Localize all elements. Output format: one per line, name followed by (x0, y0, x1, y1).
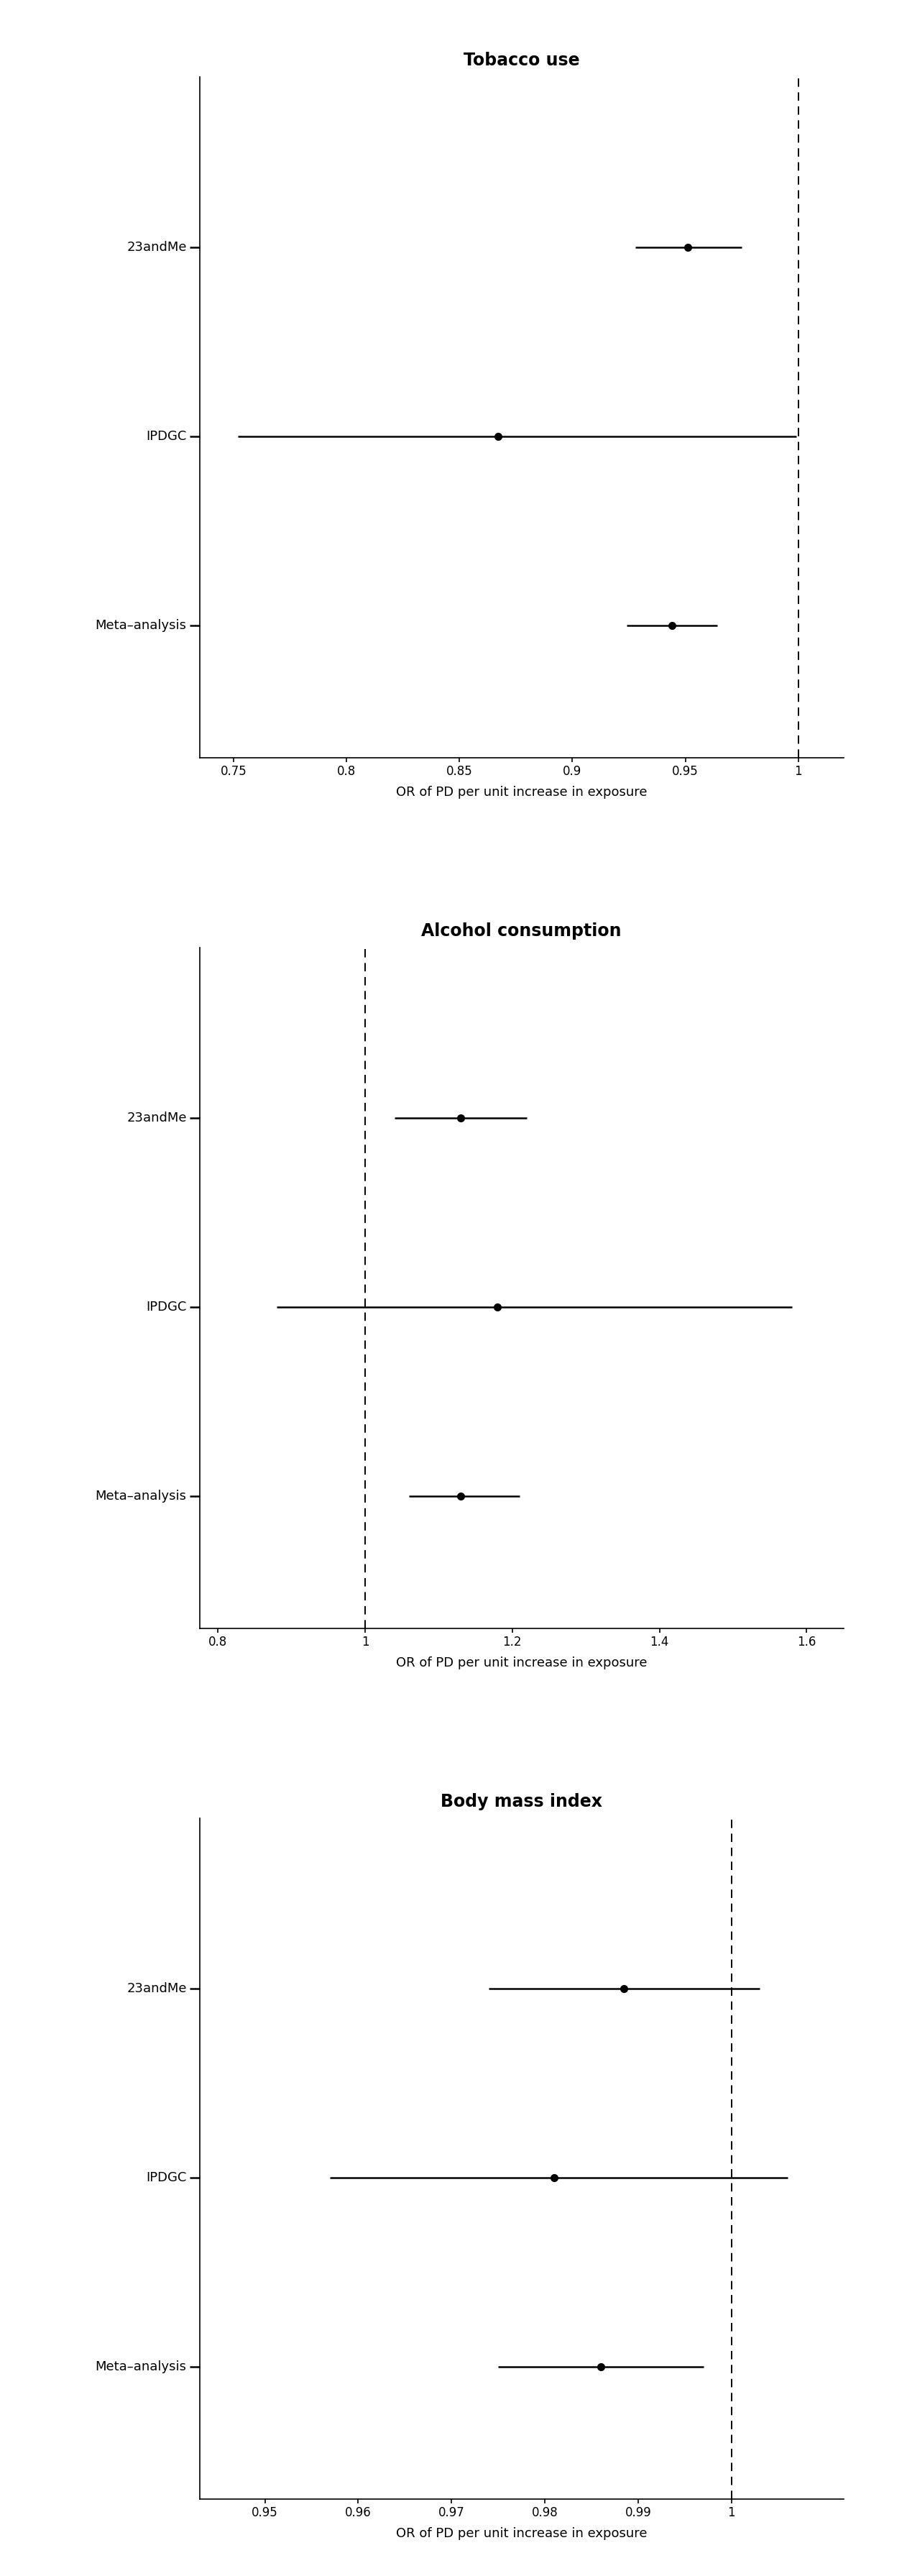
Text: IPDGC: IPDGC (146, 1301, 187, 1314)
Text: 23andMe: 23andMe (127, 1110, 187, 1126)
Text: IPDGC: IPDGC (146, 2172, 187, 2184)
Title: Alcohol consumption: Alcohol consumption (422, 922, 621, 940)
Title: Body mass index: Body mass index (441, 1793, 602, 1811)
X-axis label: OR of PD per unit increase in exposure: OR of PD per unit increase in exposure (396, 1656, 647, 1669)
Text: Meta–analysis: Meta–analysis (95, 1489, 187, 1502)
X-axis label: OR of PD per unit increase in exposure: OR of PD per unit increase in exposure (396, 786, 647, 799)
X-axis label: OR of PD per unit increase in exposure: OR of PD per unit increase in exposure (396, 2527, 647, 2540)
Text: IPDGC: IPDGC (146, 430, 187, 443)
Text: 23andMe: 23andMe (127, 240, 187, 255)
Text: Meta–analysis: Meta–analysis (95, 618, 187, 631)
Text: Meta–analysis: Meta–analysis (95, 2360, 187, 2372)
Title: Tobacco use: Tobacco use (463, 52, 580, 70)
Text: 23andMe: 23andMe (127, 1981, 187, 1994)
